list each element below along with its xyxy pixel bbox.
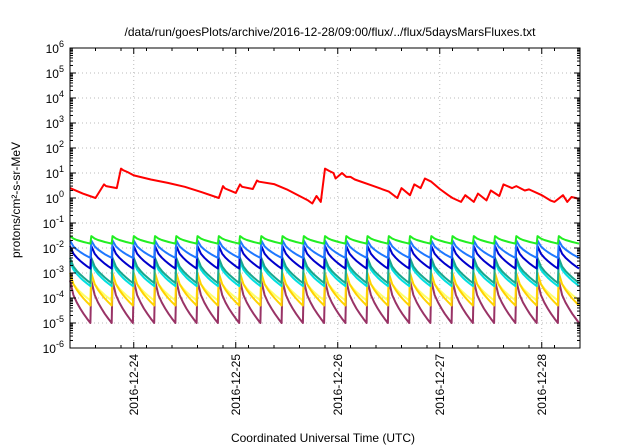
y-tick-exponent: 0 xyxy=(59,189,64,199)
y-tick-label: 101 xyxy=(46,164,64,181)
y-tick-label: 100 xyxy=(46,189,64,206)
y-tick-exponent: -2 xyxy=(56,239,64,249)
y-tick-exponent: 2 xyxy=(59,139,64,149)
y-tick-exponent: 6 xyxy=(59,39,64,49)
y-axis-label: protons/cm²-s-sr-MeV xyxy=(9,142,23,258)
series-line-0 xyxy=(69,167,580,205)
y-tick-label: 103 xyxy=(46,114,64,131)
y-tick-exponent: -5 xyxy=(56,314,64,324)
chart-title: /data/run/goesPlots/archive/2016-12-28/0… xyxy=(125,25,537,39)
series-line-1 xyxy=(69,235,580,245)
y-tick-label: 105 xyxy=(46,64,64,81)
y-tick-exponent: 1 xyxy=(59,164,64,174)
y-tick-exponent: 4 xyxy=(59,89,64,99)
y-tick-label: 10-4 xyxy=(43,289,64,306)
y-tick-label: 10-1 xyxy=(43,214,64,231)
y-tick-exponent: -1 xyxy=(56,214,64,224)
x-axis-label: Coordinated Universal Time (UTC) xyxy=(231,431,415,445)
y-tick-label: 10-6 xyxy=(43,339,64,356)
y-tick-exponent: 5 xyxy=(59,64,64,74)
x-tick-label: 2016-12-28 xyxy=(535,354,549,416)
y-tick-label: 102 xyxy=(46,139,64,156)
x-tick-label: 2016-12-26 xyxy=(331,354,345,416)
y-tick-exponent: -4 xyxy=(56,289,64,299)
y-tick-exponent: 3 xyxy=(59,114,64,124)
x-tick-label: 2016-12-24 xyxy=(127,354,141,416)
y-tick-label: 106 xyxy=(46,39,64,56)
x-axis: 2016-12-24 2016-12-25 2016-12-26 2016-12-27… xyxy=(69,48,581,416)
y-tick-label: 104 xyxy=(46,89,64,106)
x-tick-label: 2016-12-25 xyxy=(229,354,243,416)
y-tick-label: 10-2 xyxy=(43,239,64,256)
y-tick-label: 10-3 xyxy=(43,264,64,281)
y-tick-label: 10-5 xyxy=(43,314,64,331)
y-tick-exponent: -3 xyxy=(56,264,64,274)
x-tick-label: 2016-12-27 xyxy=(433,354,447,416)
y-tick-exponent: -6 xyxy=(56,339,64,349)
series-group xyxy=(69,167,580,324)
